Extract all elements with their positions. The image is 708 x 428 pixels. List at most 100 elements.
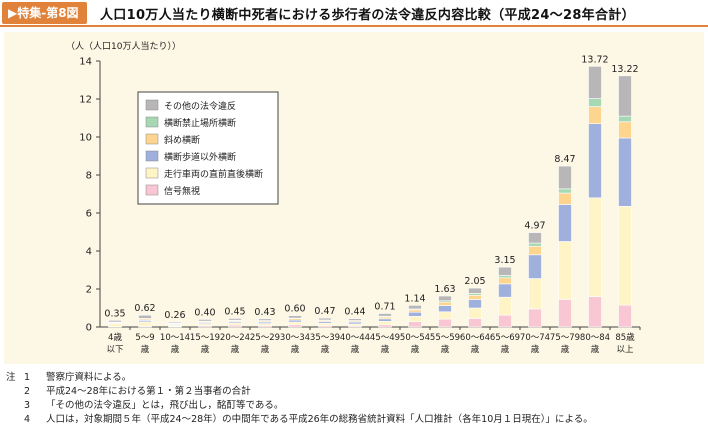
y-tick-label: 14 xyxy=(79,57,92,68)
x-tick-label: 以下 xyxy=(106,345,124,355)
chart-panel: （人（人口10万人当たり）） 0 2 4 6 8 10 12 14 0.35 4歳 以下 0.62 5～9… xyxy=(4,32,704,364)
x-tick-label: 65～69 xyxy=(490,333,520,343)
x-tick-label: 歳 xyxy=(381,344,390,355)
x-tick-label: 50～54 xyxy=(400,333,430,343)
footnote-4: 4 人口は，対象期間５年（平成24～28年）の中間年である平成26年の総務省統計資… xyxy=(6,413,706,427)
figure-title: 人口10万人当たり横断中死者における歩行者の法令違反内容比較（平成24～28年合… xyxy=(100,8,635,23)
bar-total-label: 1.14 xyxy=(404,293,425,304)
x-tick-label: 15～19 xyxy=(190,333,220,343)
footnote-mark: 注 xyxy=(6,372,16,383)
bar-segment xyxy=(588,123,602,199)
bar-segment xyxy=(408,321,422,328)
footnote-number: 3 xyxy=(24,400,31,411)
bar-segment xyxy=(228,318,242,321)
bar-segment xyxy=(288,321,302,326)
x-tick-label: 歳 xyxy=(561,344,570,355)
bar-segment xyxy=(588,197,602,297)
footnote-text: 人口は，対象期間５年（平成24～28年）の中間年である平成26年の総務省統計資料… xyxy=(46,414,593,425)
bar-segment xyxy=(558,204,572,242)
x-tick-label: 40～44 xyxy=(340,333,370,343)
bar-segment xyxy=(588,66,602,99)
footnote-2: 2 平成24～28年における第１・第２当事者の合計 xyxy=(6,385,706,399)
bar-segment xyxy=(198,319,212,322)
bar-total-label: 4.97 xyxy=(524,221,545,232)
bar-total-label: 0.60 xyxy=(284,304,305,315)
bar-total-label: 13.72 xyxy=(581,54,608,65)
x-tick-label: 60～64 xyxy=(460,333,490,343)
bar-segment xyxy=(618,304,632,328)
bar-segment xyxy=(408,311,422,317)
legend-label: 横断禁止場所横断 xyxy=(164,117,236,129)
x-tick-label: 以上 xyxy=(616,345,634,355)
bar-segment xyxy=(318,317,332,321)
bar-segment xyxy=(498,314,512,328)
bar-total-label: 0.43 xyxy=(254,307,275,318)
legend-label: 斜め横断 xyxy=(164,134,200,146)
bar-segment xyxy=(438,301,452,306)
bar-segment xyxy=(588,296,602,328)
x-tick-label: 55～59 xyxy=(430,333,460,343)
bar-segment xyxy=(528,278,542,310)
bar-segment xyxy=(528,232,542,244)
legend-swatch xyxy=(145,184,159,196)
bar-segment xyxy=(378,320,392,326)
x-tick-label: 70～74 xyxy=(520,333,550,343)
bar-total-label: 0.44 xyxy=(344,307,365,318)
bar-segment xyxy=(558,165,572,190)
x-tick-label: 30～34 xyxy=(280,333,310,343)
footnote-number: 2 xyxy=(24,386,31,397)
x-tick-label: 歳 xyxy=(201,344,210,355)
bar-segment xyxy=(468,307,482,319)
legend-swatch xyxy=(145,167,159,179)
bar-segment xyxy=(468,287,482,294)
x-tick-label: 歳 xyxy=(231,344,240,355)
bar-total-label: 8.47 xyxy=(554,154,575,165)
bar-segment xyxy=(528,308,542,328)
legend-swatch xyxy=(145,116,159,128)
bar-segment xyxy=(438,295,452,302)
x-tick-label: 歳 xyxy=(261,344,270,355)
bar-segment xyxy=(378,324,392,328)
x-tick-label: 歳 xyxy=(291,344,300,355)
x-tick-label: 80～84 xyxy=(580,333,610,343)
bar-segment xyxy=(288,324,302,328)
y-tick-label: 8 xyxy=(86,171,92,182)
footnote-1: 注 1 警察庁資料による。 xyxy=(6,371,706,385)
bar-segment xyxy=(588,106,602,124)
bar-total-label: 0.35 xyxy=(104,308,125,319)
bar-segment xyxy=(228,322,242,326)
x-tick-label: 歳 xyxy=(471,344,480,355)
bar-segment xyxy=(318,322,332,326)
footnote-number: 4 xyxy=(24,414,31,425)
bar-segment xyxy=(408,316,422,322)
bar-segment xyxy=(498,277,512,285)
x-tick-label: 歳 xyxy=(141,344,150,355)
y-tick-label: 4 xyxy=(86,247,92,258)
figure-badge: ▶特集-第8図 xyxy=(2,2,87,24)
bar-segment xyxy=(438,305,452,313)
legend-swatch xyxy=(145,150,159,162)
bar-segment xyxy=(378,313,392,317)
bar-segment xyxy=(288,315,302,319)
x-tick-label: 25～29 xyxy=(250,333,280,343)
x-tick-label: 歳 xyxy=(591,344,600,355)
bar-segment xyxy=(108,320,122,323)
y-tick-label: 10 xyxy=(79,133,92,144)
bar-segment xyxy=(498,283,512,298)
bar-segment xyxy=(408,305,422,310)
legend-label: 走行車両の直前直後横断 xyxy=(164,168,263,180)
bar-segment xyxy=(498,266,512,276)
bar-segment xyxy=(468,294,482,300)
footnote-mark xyxy=(6,413,24,427)
footnote-mark xyxy=(6,385,24,399)
y-tick-label: 2 xyxy=(86,285,92,296)
x-tick-label: 45～49 xyxy=(370,333,400,343)
bar-segment xyxy=(408,309,422,313)
bar-segment xyxy=(618,75,632,117)
x-tick-label: 75～79 xyxy=(550,333,580,343)
bar-total-label: 0.26 xyxy=(164,310,185,321)
x-tick-label: 歳 xyxy=(411,344,420,355)
bar-segment xyxy=(258,318,272,321)
y-tick-label: 6 xyxy=(86,209,92,220)
